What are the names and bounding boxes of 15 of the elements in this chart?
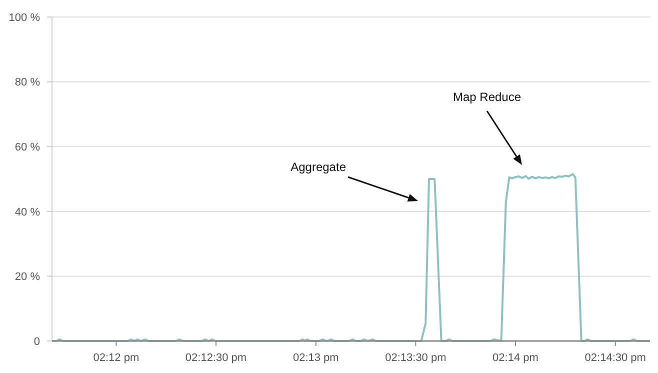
x-tick-label: 02:12:30 pm (185, 352, 247, 364)
line-series (51, 173, 651, 342)
annotation: Aggregate (290, 160, 346, 174)
x-tick-label: 02:14:30 pm (584, 352, 646, 364)
x-tick-label: 02:12 pm (93, 352, 140, 364)
x-tick-label: 02:14 pm (492, 352, 538, 364)
y-tick-label: 100 % (8, 12, 40, 24)
y-tick-label: 20 % (14, 271, 40, 284)
y-tick-label: 40 % (14, 206, 40, 218)
x-tick-label: 02:13 pm (292, 352, 339, 364)
annotation: Map Reduce (452, 90, 522, 104)
x-tick-label: 02:13:30 pm (385, 352, 446, 364)
y-tick-label: 80 % (14, 76, 40, 89)
y-tick-label: 0 (34, 336, 40, 348)
y-tick-label: 60 % (14, 141, 40, 154)
